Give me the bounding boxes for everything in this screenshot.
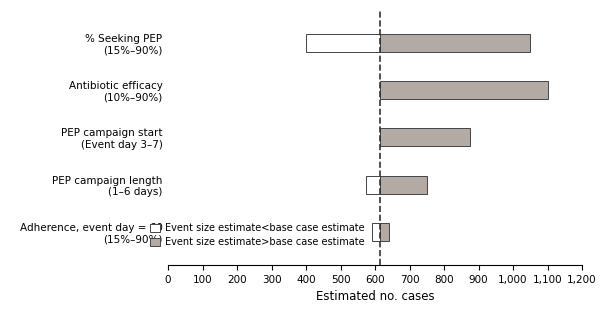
Legend: Event size estimate<base case estimate, Event size estimate>base case estimate: Event size estimate<base case estimate, … <box>150 223 364 247</box>
Bar <box>306 34 380 52</box>
Bar <box>380 34 530 52</box>
X-axis label: Estimated no. cases: Estimated no. cases <box>316 290 434 303</box>
Bar <box>371 223 380 241</box>
Bar <box>380 176 427 193</box>
Bar <box>380 128 470 146</box>
Bar <box>380 223 389 241</box>
Bar <box>367 176 380 193</box>
Bar <box>380 81 548 99</box>
